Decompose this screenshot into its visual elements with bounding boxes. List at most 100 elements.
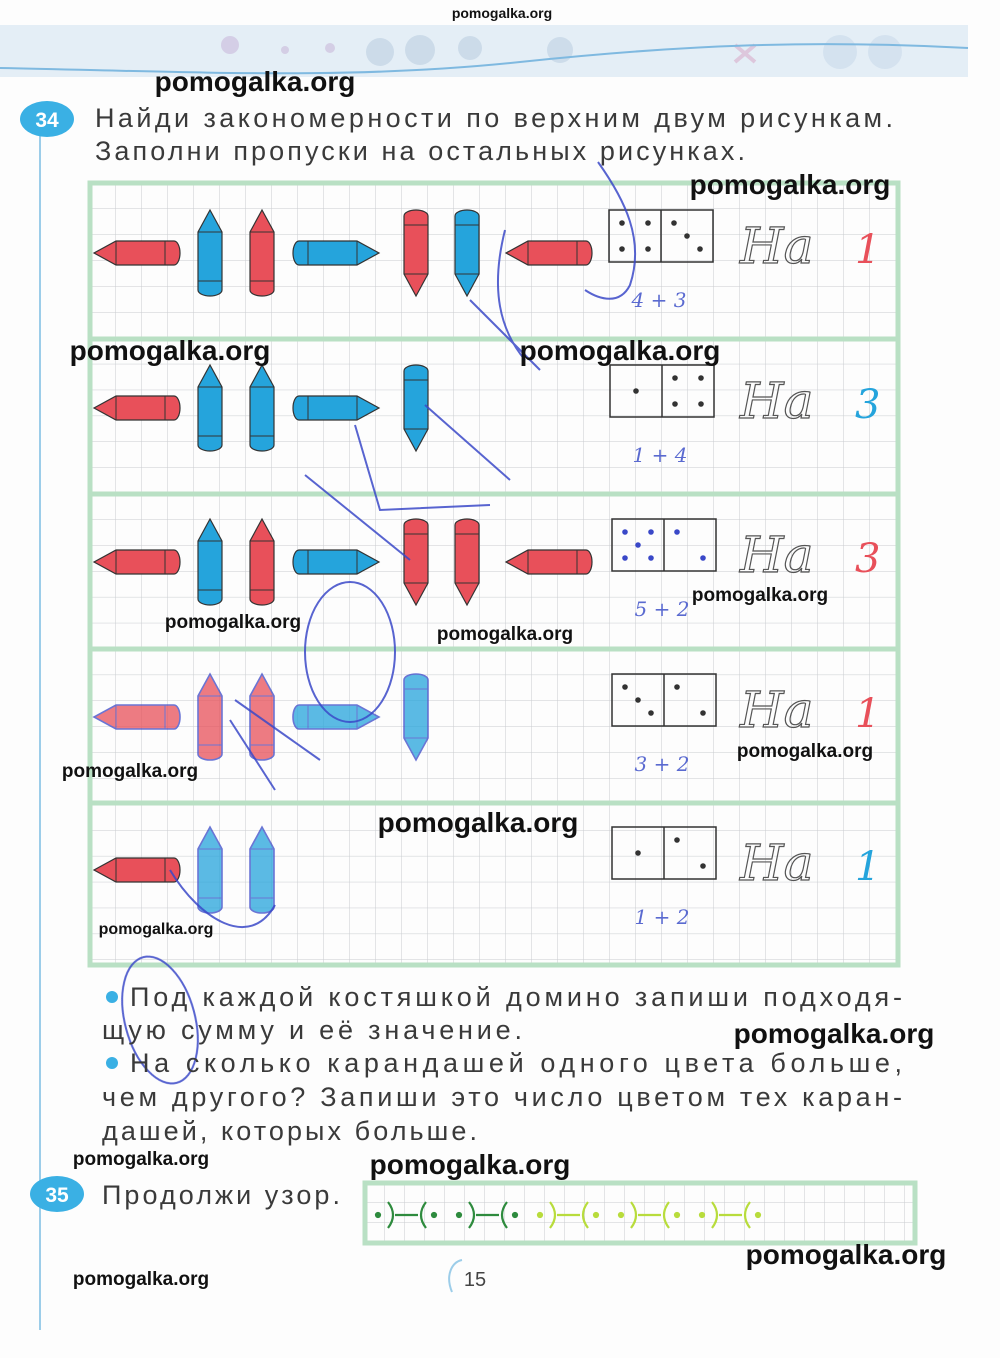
- pencil-red-left: [92, 240, 181, 266]
- domino-pip: [635, 542, 641, 548]
- pencil-blue-up: [249, 825, 275, 914]
- task-34-badge: 34: [20, 101, 74, 137]
- domino-pip: [671, 220, 677, 226]
- domino: [611, 673, 717, 727]
- watermark-text: pomogalka.org: [165, 612, 301, 633]
- bullet-text: дашей, которых больше.: [102, 1116, 477, 1146]
- watermark-text: pomogalka.org: [62, 761, 198, 782]
- pencil-blue-right: [292, 704, 381, 730]
- domino-pip: [622, 684, 628, 690]
- pencil-red-left: [504, 549, 593, 575]
- domino: [611, 518, 717, 572]
- domino-pip: [697, 246, 703, 252]
- header-banner: [0, 25, 969, 77]
- pencil-red-left: [504, 240, 593, 266]
- domino: [609, 364, 715, 418]
- pattern-unit: [617, 1201, 681, 1229]
- answer-prefix: На: [739, 372, 813, 430]
- domino-pip: [633, 388, 639, 394]
- watermark-text: pomogalka.org: [370, 1149, 571, 1180]
- watermark-text: pomogalka.org: [99, 921, 214, 938]
- answer-number: 1: [855, 227, 880, 273]
- watermarks: pomogalka.org pomogalka.org pomogalka.org p…: [62, 5, 946, 1290]
- pencil-blue-up: [197, 825, 223, 914]
- watermark-text: pomogalka.org: [155, 66, 356, 97]
- domino-pip: [645, 220, 651, 226]
- bullet-text: чем другого? Запиши это число цветом тех…: [102, 1082, 902, 1112]
- continue-pattern: [374, 1201, 762, 1229]
- domino-pip: [698, 375, 704, 381]
- answer-number: 1: [855, 691, 880, 737]
- domino-sum: 5 + 2: [635, 597, 690, 621]
- domino-pip: [635, 850, 641, 856]
- domino-pip: [700, 863, 706, 869]
- pattern-unit: [374, 1201, 438, 1229]
- answer-number: 1: [855, 844, 880, 890]
- pencil-blue-right: [292, 549, 381, 575]
- task-instruction-line: Найди закономерности по верхним двум рис…: [95, 103, 893, 133]
- domino-pip: [672, 375, 678, 381]
- answer-number: 3: [855, 382, 880, 428]
- pencil-red-left: [92, 395, 181, 421]
- watermark-text: pomogalka.org: [690, 169, 891, 200]
- pen-scribbles: [121, 161, 637, 1085]
- task-35-badge: 35: [30, 1176, 84, 1212]
- pencil-blue-down: [403, 364, 429, 453]
- pencil-red-down: [403, 518, 429, 607]
- pattern-row: 3 + 2 На 1: [92, 672, 880, 776]
- exercise-grid: [87, 180, 901, 968]
- pencil-red-left: [92, 549, 181, 575]
- domino-pip: [674, 529, 680, 535]
- pencil-red-up: [249, 517, 275, 606]
- answer-prefix: На: [739, 834, 813, 892]
- domino-sum: 4 + 3: [631, 288, 687, 312]
- domino-pip: [648, 710, 654, 716]
- answer-number: 3: [855, 536, 880, 582]
- pencil-blue-up: [197, 208, 223, 297]
- domino-sum: 1 + 2: [635, 905, 690, 929]
- pencil-blue-up: [197, 363, 223, 452]
- pattern-unit: [536, 1201, 600, 1229]
- pencil-blue-up: [249, 363, 275, 452]
- domino-pip: [672, 401, 678, 407]
- pattern-unit: [698, 1201, 762, 1229]
- domino-pip: [619, 220, 625, 226]
- domino-pip: [648, 555, 654, 561]
- domino-pip: [700, 555, 706, 561]
- domino-pip: [622, 529, 628, 535]
- domino-pip: [674, 684, 680, 690]
- pencil-blue-right: [292, 240, 381, 266]
- domino-pip: [619, 246, 625, 252]
- task-instruction: Продолжи узор.: [102, 1180, 340, 1210]
- answer-prefix: На: [739, 681, 813, 739]
- answer-prefix: На: [739, 217, 813, 275]
- bullet-text: На сколько карандашей одного цвета больш…: [130, 1048, 902, 1078]
- pencil-red-left: [92, 857, 181, 883]
- task-number: 34: [35, 109, 59, 132]
- pencil-red-up: [197, 672, 223, 761]
- domino-pip: [698, 401, 704, 407]
- domino-pip: [635, 697, 641, 703]
- pattern-row: 1 + 4 На 3: [92, 363, 880, 467]
- task-number: 35: [45, 1184, 69, 1207]
- watermark-text: pomogalka.org: [737, 741, 873, 762]
- pencil-red-left: [92, 704, 181, 730]
- watermark-text: pomogalka.org: [746, 1239, 947, 1270]
- domino-pip: [648, 529, 654, 535]
- pencil-red-up: [249, 672, 275, 761]
- domino-sum: 3 + 2: [635, 752, 690, 776]
- watermark-text: pomogalka.org: [73, 1269, 209, 1290]
- pencil-red-down: [454, 518, 480, 607]
- bullet-text: Под каждой костяшкой домино запиши подхо…: [130, 982, 902, 1012]
- bullet-text: щую сумму и её значение.: [102, 1015, 522, 1045]
- watermark-text: pomogalka.org: [70, 335, 271, 366]
- watermark-text: pomogalka.org: [520, 335, 721, 366]
- domino-pip: [684, 233, 690, 239]
- watermark-text: pomogalka.org: [378, 807, 579, 838]
- domino-pip: [622, 555, 628, 561]
- pencil-blue-right: [292, 395, 381, 421]
- bullet-icon: [106, 1057, 118, 1069]
- domino-pip: [674, 837, 680, 843]
- pattern-unit: [455, 1201, 519, 1229]
